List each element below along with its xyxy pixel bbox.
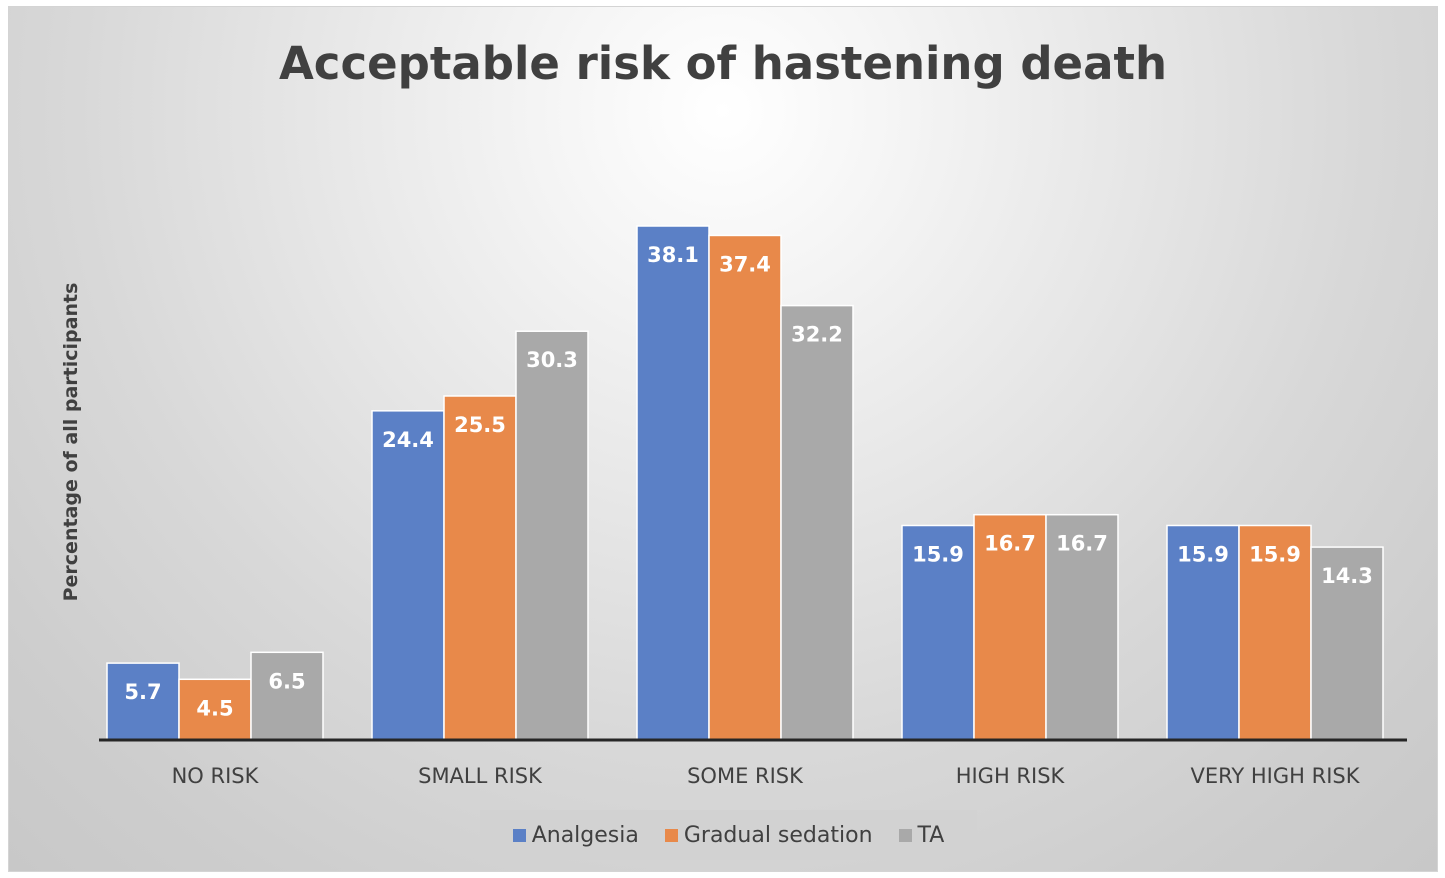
data-label: 15.9 xyxy=(912,542,964,566)
data-label: 16.7 xyxy=(984,532,1036,556)
legend-item: TA xyxy=(898,822,945,848)
bar-labels-group: 5.7 4.5 6.5 24.4 25.5 30.3 38.1 37.4 32.2 15.9 16.… xyxy=(124,243,1373,720)
legend-label: Gradual sedation xyxy=(683,822,873,848)
bar-analgesia-some-risk xyxy=(636,225,710,741)
bar-ta-small-risk xyxy=(515,330,589,741)
bar-gradual-sedation-very-high-risk xyxy=(1238,524,1312,741)
data-label: 4.5 xyxy=(196,696,233,720)
legend-label: TA xyxy=(917,822,945,848)
bars-group xyxy=(106,225,1384,741)
bar-gradual-sedation-small-risk xyxy=(443,395,517,741)
bar-gradual-sedation-no-risk xyxy=(178,678,252,741)
bar-ta-some-risk xyxy=(780,304,854,741)
data-label: 37.4 xyxy=(719,252,771,276)
category-label: NO RISK xyxy=(172,764,260,788)
legend-item: Analgesia xyxy=(512,822,639,848)
legend-swatch xyxy=(664,828,678,842)
data-label: 15.9 xyxy=(1249,542,1301,566)
data-label: 38.1 xyxy=(647,243,699,267)
bar-gradual-sedation-some-risk xyxy=(708,234,782,741)
legend-label: Analgesia xyxy=(531,822,639,848)
legend: Analgesia Gradual sedation TA xyxy=(480,810,977,860)
data-label: 24.4 xyxy=(382,428,434,452)
category-label: SOME RISK xyxy=(687,764,804,788)
data-label: 14.3 xyxy=(1321,564,1373,588)
bar-chart-plot: 5.7 4.5 6.5 24.4 25.5 30.3 38.1 37.4 32.2 15.9 16.… xyxy=(99,225,1407,788)
bar-analgesia-no-risk xyxy=(106,662,180,741)
category-labels-group: NO RISK SMALL RISK SOME RISK HIGH RISK VERY … xyxy=(172,764,1361,788)
bar-analgesia-small-risk xyxy=(371,410,445,741)
chart-frame: Acceptable risk of hastening death Perce… xyxy=(8,6,1438,872)
data-label: 30.3 xyxy=(526,348,578,372)
legend-swatch xyxy=(898,828,912,842)
bar-ta-no-risk xyxy=(250,651,324,741)
chart-title: Acceptable risk of hastening death xyxy=(278,37,1167,90)
data-label: 16.7 xyxy=(1056,532,1108,556)
data-label: 5.7 xyxy=(124,680,161,704)
category-label: SMALL RISK xyxy=(418,764,543,788)
bar-ta-very-high-risk xyxy=(1310,546,1384,741)
data-label: 32.2 xyxy=(791,323,843,347)
legend-item: Gradual sedation xyxy=(664,822,873,848)
bar-analgesia-high-risk xyxy=(901,524,975,741)
data-label: 25.5 xyxy=(454,413,506,437)
category-label: HIGH RISK xyxy=(956,764,1066,788)
legend-swatch xyxy=(512,828,526,842)
data-label: 6.5 xyxy=(268,669,305,693)
data-label: 15.9 xyxy=(1177,542,1229,566)
category-label: VERY HIGH RISK xyxy=(1191,764,1361,788)
